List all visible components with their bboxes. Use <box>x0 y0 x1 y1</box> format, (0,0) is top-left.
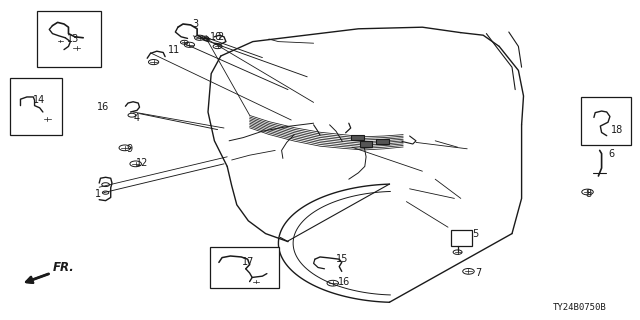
Text: 1: 1 <box>95 188 101 199</box>
Text: FR.: FR. <box>53 260 75 274</box>
Bar <box>351 135 364 140</box>
Text: 2: 2 <box>218 32 224 42</box>
Text: 8: 8 <box>586 188 592 199</box>
Text: 16: 16 <box>97 102 109 112</box>
Bar <box>376 139 389 144</box>
Text: 4: 4 <box>133 113 140 124</box>
Bar <box>451 230 472 246</box>
Text: 6: 6 <box>608 148 614 159</box>
Bar <box>10 78 62 135</box>
Bar <box>581 97 631 145</box>
Text: 5: 5 <box>472 228 479 239</box>
Text: 18: 18 <box>611 124 623 135</box>
Text: 16: 16 <box>338 277 350 287</box>
Bar <box>37 11 101 67</box>
Text: 3: 3 <box>192 19 198 29</box>
Text: 11: 11 <box>168 44 180 55</box>
Bar <box>360 141 372 147</box>
Text: 14: 14 <box>33 95 45 105</box>
Bar <box>210 247 279 288</box>
Text: 9: 9 <box>127 144 133 154</box>
Text: 7: 7 <box>475 268 481 278</box>
Text: 17: 17 <box>242 257 254 267</box>
Text: 12: 12 <box>136 158 148 168</box>
Text: TY24B0750B: TY24B0750B <box>552 303 606 312</box>
Text: 15: 15 <box>336 253 348 264</box>
Text: 13: 13 <box>67 34 79 44</box>
Text: 10: 10 <box>210 32 222 42</box>
